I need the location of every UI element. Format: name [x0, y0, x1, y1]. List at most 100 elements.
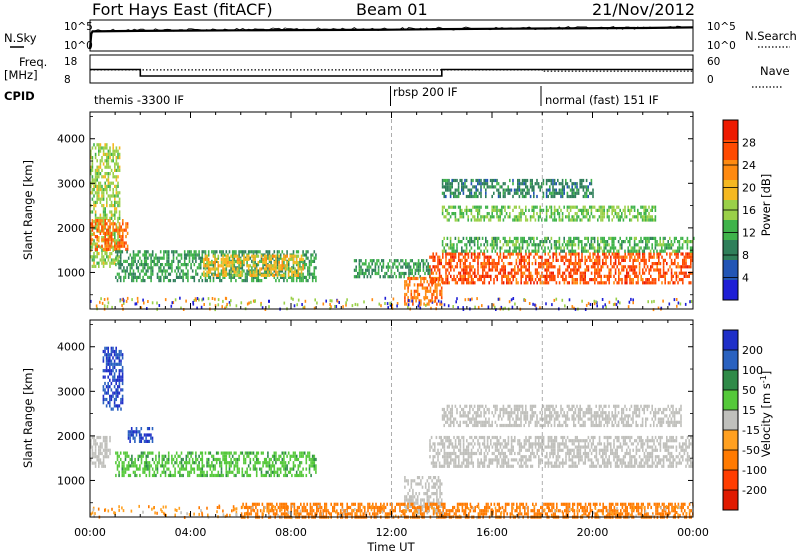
data-cell	[127, 430, 130, 434]
data-cell	[593, 240, 596, 244]
data-cell	[589, 303, 592, 306]
data-cell	[461, 240, 463, 244]
data-cell	[257, 269, 260, 273]
data-cell	[462, 268, 465, 272]
data-cell	[632, 262, 634, 266]
data-cell	[384, 271, 386, 276]
data-cell	[475, 185, 477, 189]
data-cell	[677, 249, 679, 253]
data-cell	[499, 268, 502, 272]
data-cell	[278, 254, 280, 258]
data-cell	[678, 249, 681, 253]
data-cell	[281, 457, 284, 462]
data-cell	[231, 250, 234, 254]
data-cell	[397, 268, 399, 272]
data-cell	[571, 243, 573, 247]
data-cell	[98, 165, 100, 169]
data-cell	[581, 299, 583, 303]
data-cell	[446, 182, 449, 186]
data-cell	[183, 253, 186, 257]
data-cell	[626, 281, 628, 285]
data-cell	[195, 272, 197, 276]
data-cell	[618, 278, 620, 282]
data-cell	[616, 249, 618, 253]
data-cell	[536, 212, 538, 216]
data-cell	[614, 271, 617, 275]
data-cell	[590, 240, 593, 244]
data-cell	[167, 451, 170, 455]
data-cell	[180, 457, 183, 462]
data-cell	[195, 269, 197, 273]
data-cell	[163, 457, 165, 462]
data-cell	[283, 257, 285, 261]
data-cell	[650, 274, 652, 278]
data-cell	[201, 451, 204, 455]
data-cell	[155, 467, 157, 471]
data-cell	[597, 218, 599, 222]
data-cell	[143, 279, 146, 283]
data-cell	[150, 436, 152, 440]
data-cell	[172, 473, 175, 478]
data-cell	[158, 259, 160, 263]
data-cell	[597, 243, 599, 247]
data-cell	[494, 208, 497, 212]
data-cell	[585, 212, 588, 216]
data-cell	[429, 299, 432, 303]
data-cell	[305, 253, 308, 257]
data-cell	[363, 271, 365, 276]
data-cell	[102, 401, 105, 405]
data-cell	[624, 249, 626, 253]
data-cell	[581, 240, 583, 244]
data-cell	[193, 461, 196, 465]
data-cell	[233, 267, 236, 271]
data-cell	[158, 275, 160, 279]
data-cell	[531, 278, 534, 282]
data-cell	[156, 461, 159, 465]
data-cell	[106, 213, 108, 217]
data-cell	[682, 258, 684, 262]
data-cell	[127, 467, 130, 471]
data-cell	[629, 236, 631, 240]
data-cell	[643, 215, 645, 219]
data-cell	[167, 457, 170, 462]
data-cell	[459, 278, 462, 282]
data-cell	[91, 451, 94, 456]
data-cell	[547, 281, 550, 285]
data-cell	[645, 205, 647, 209]
data-cell	[570, 262, 572, 266]
data-cell	[211, 263, 213, 267]
data-cell	[243, 250, 245, 254]
data-cell	[310, 253, 312, 257]
data-cell	[225, 266, 228, 270]
data-cell	[502, 188, 505, 192]
data-cell	[440, 262, 442, 266]
data-cell	[214, 261, 216, 265]
data-cell	[576, 271, 578, 275]
data-cell	[187, 454, 189, 458]
data-cell	[265, 461, 268, 465]
data-cell	[270, 272, 272, 276]
data-cell	[251, 269, 253, 273]
data-cell	[569, 236, 572, 240]
data-cell	[106, 238, 108, 242]
data-cell	[145, 272, 148, 276]
data-cell	[568, 252, 570, 256]
data-cell	[212, 473, 215, 478]
data-cell	[520, 278, 522, 282]
data-cell	[507, 249, 509, 253]
data-cell	[585, 236, 588, 240]
data-cell	[542, 208, 545, 212]
data-cell	[587, 240, 589, 244]
data-cell	[648, 215, 650, 219]
data-cell	[300, 259, 303, 263]
data-cell	[172, 301, 175, 304]
data-cell	[118, 356, 121, 360]
data-cell	[102, 369, 105, 373]
data-cell	[497, 208, 500, 212]
data-cell	[98, 222, 100, 226]
data-cell	[689, 246, 692, 250]
data-cell	[482, 268, 484, 272]
data-cell	[244, 279, 247, 283]
data-cell	[517, 271, 519, 275]
data-cell	[254, 254, 256, 258]
